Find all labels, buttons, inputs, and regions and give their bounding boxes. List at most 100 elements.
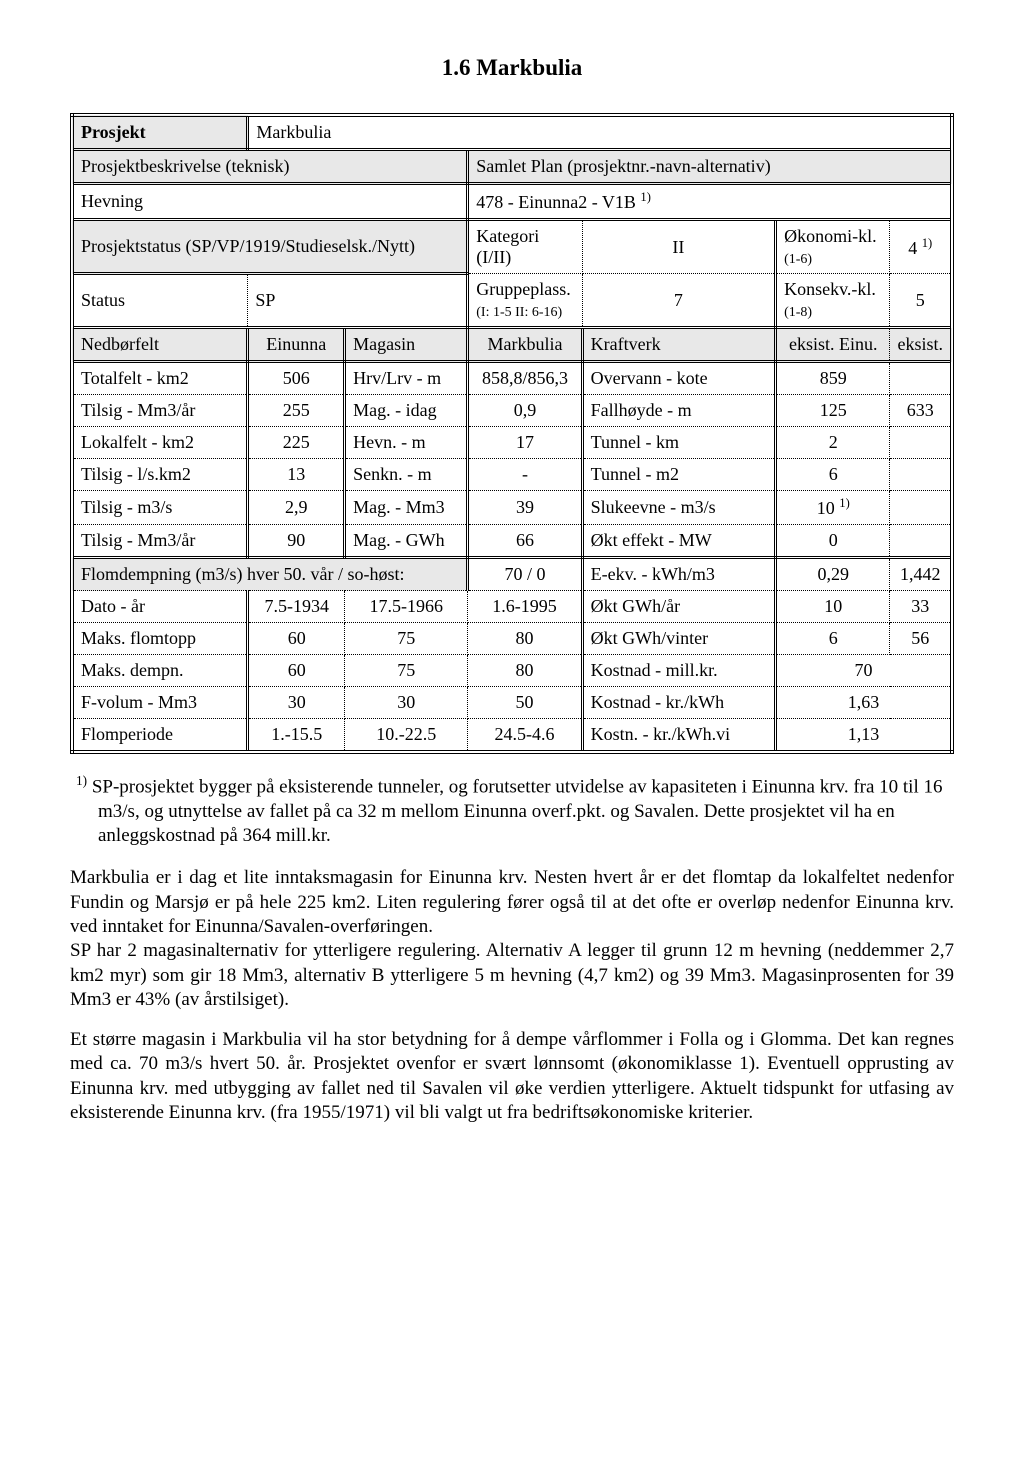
- dato-g: 33: [890, 591, 952, 623]
- table-cell: 506: [248, 362, 345, 395]
- table-cell: 633: [890, 395, 952, 427]
- table-cell: Slukeevne - m3/s: [582, 491, 775, 525]
- table-cell: 30: [248, 687, 345, 719]
- okonomi-val: 4: [908, 238, 922, 258]
- para-1: Markbulia er i dag et lite inntaksmagasi…: [70, 866, 954, 939]
- value-okonomi: 4 1): [890, 220, 952, 274]
- para-3: Et større magasin i Markbulia vil ha sto…: [70, 1028, 954, 1125]
- table-cell: 75: [345, 655, 468, 687]
- label-prosjekt: Prosjekt: [72, 115, 248, 150]
- flom-header: Flomdempning (m3/s) hver 50. vår / so-hø…: [72, 558, 468, 591]
- okonomi-sub: (1-6): [784, 252, 812, 267]
- value-status: SP: [248, 274, 468, 328]
- table-cell: Hrv/Lrv - m: [345, 362, 468, 395]
- table-cell: -: [468, 459, 582, 491]
- grp-text: Gruppeplass.: [476, 279, 570, 299]
- flom-e: E-ekv. - kWh/m3: [582, 558, 775, 591]
- table-cell: Maks. flomtopp: [72, 623, 248, 655]
- flom-val: 70 / 0: [468, 558, 582, 591]
- flom-f: 0,29: [776, 558, 890, 591]
- table-cell: Totalfelt - km2: [72, 362, 248, 395]
- table-cell: 1,13: [776, 719, 952, 753]
- table-cell: 60: [248, 655, 345, 687]
- table-cell: [890, 427, 952, 459]
- sup-2: 1): [922, 236, 933, 250]
- value-478: 478 - Einunna2 - V1B 1): [468, 184, 952, 220]
- col-h7: eksist.: [890, 328, 952, 362]
- table-cell: Tilsig - l/s.km2: [72, 459, 248, 491]
- table-cell: [890, 362, 952, 395]
- grp-sub: (I: 1-5 II: 6-16): [476, 305, 562, 320]
- table-cell: 56: [890, 623, 952, 655]
- table-cell: 225: [248, 427, 345, 459]
- table-cell: 39: [468, 491, 582, 525]
- table-cell: 0,9: [468, 395, 582, 427]
- value-kategori: II: [582, 220, 775, 274]
- footnote-text: SP-prosjektet bygger på eksisterende tun…: [87, 776, 942, 846]
- page-title: 1.6 Markbulia: [70, 55, 954, 81]
- table-cell: 75: [345, 623, 468, 655]
- table-cell: [890, 459, 952, 491]
- table-cell: Mag. - GWh: [345, 525, 468, 558]
- table-cell: Kostnad - mill.kr.: [582, 655, 775, 687]
- sup-1: 1): [640, 190, 651, 204]
- dato-e: Økt GWh/år: [582, 591, 775, 623]
- table-cell: F-volum - Mm3: [72, 687, 248, 719]
- table-cell: Overvann - kote: [582, 362, 775, 395]
- col-h1: Nedbørfelt: [72, 328, 248, 362]
- table-cell: 1,63: [776, 687, 952, 719]
- table-cell: 859: [776, 362, 890, 395]
- dato-c: 17.5-1966: [345, 591, 468, 623]
- label-okonomi: Økonomi-kl. (1-6): [776, 220, 890, 274]
- table-cell: Økt GWh/vinter: [582, 623, 775, 655]
- data-table: Prosjekt Markbulia Prosjektbeskrivelse (…: [70, 113, 954, 754]
- table-cell: 50: [468, 687, 582, 719]
- label-status: Status: [72, 274, 248, 328]
- dato-d: 1.6-1995: [468, 591, 582, 623]
- col-h3: Magasin: [345, 328, 468, 362]
- header-samletplan: Samlet Plan (prosjektnr.-navn-alternativ…: [468, 150, 952, 184]
- table-cell: Maks. dempn.: [72, 655, 248, 687]
- value-konsekv: 5: [890, 274, 952, 328]
- table-cell: 17: [468, 427, 582, 459]
- table-cell: Fallhøyde - m: [582, 395, 775, 427]
- table-cell: Kostnad - kr./kWh: [582, 687, 775, 719]
- table-cell: 6: [776, 459, 890, 491]
- flom-g: 1,442: [890, 558, 952, 591]
- label-hevning: Hevning: [72, 184, 468, 220]
- table-cell: 10.-22.5: [345, 719, 468, 753]
- header-prosjektstatus: Prosjektstatus (SP/VP/1919/Studieselsk./…: [72, 220, 468, 274]
- table-cell: Tilsig - Mm3/år: [72, 395, 248, 427]
- table-cell: Flomperiode: [72, 719, 248, 753]
- table-cell: Tilsig - m3/s: [72, 491, 248, 525]
- table-cell: 858,8/856,3: [468, 362, 582, 395]
- table-cell: 6: [776, 623, 890, 655]
- col-h6: eksist. Einu.: [776, 328, 890, 362]
- table-cell: 30: [345, 687, 468, 719]
- para-2: SP har 2 magasinalternativ for ytterlige…: [70, 939, 954, 1012]
- okonomi-text: Økonomi-kl.: [784, 226, 877, 246]
- col-h2: Einunna: [248, 328, 345, 362]
- table-cell: Mag. - idag: [345, 395, 468, 427]
- table-cell: Kostn. - kr./kWh.vi: [582, 719, 775, 753]
- table-cell: 2,9: [248, 491, 345, 525]
- table-cell: 13: [248, 459, 345, 491]
- table-cell: 70: [776, 655, 952, 687]
- table-cell: Tunnel - m2: [582, 459, 775, 491]
- table-cell: 2: [776, 427, 890, 459]
- value-478-text: 478 - Einunna2 - V1B: [476, 192, 640, 212]
- dato-b: 7.5-1934: [248, 591, 345, 623]
- table-cell: Mag. - Mm3: [345, 491, 468, 525]
- kon-sub: (1-8): [784, 305, 812, 320]
- table-cell: 0: [776, 525, 890, 558]
- value-gruppeplass: 7: [582, 274, 775, 328]
- table-cell: Tunnel - km: [582, 427, 775, 459]
- table-cell: [890, 525, 952, 558]
- table-cell: 60: [248, 623, 345, 655]
- table-cell: 255: [248, 395, 345, 427]
- table-cell: Hevn. - m: [345, 427, 468, 459]
- table-cell: 80: [468, 655, 582, 687]
- table-cell: 1.-15.5: [248, 719, 345, 753]
- kon-text: Konsekv.-kl.: [784, 279, 876, 299]
- table-cell: Lokalfelt - km2: [72, 427, 248, 459]
